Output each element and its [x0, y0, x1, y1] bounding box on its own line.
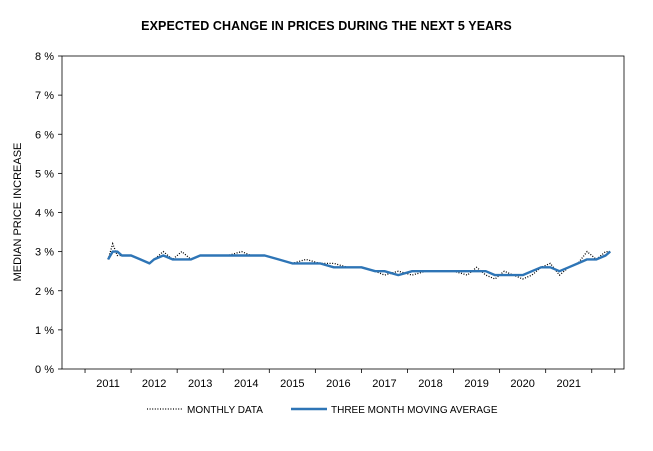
y-tick-label: 4 %	[35, 208, 54, 220]
y-axis: 0 % 1 % 2 % 3 % 4 % 5 % 6 % 7 % 8 %	[35, 51, 62, 376]
x-tick-label: 2013	[188, 378, 212, 390]
x-tick-label: 2014	[234, 378, 258, 390]
x-tick-label: 2020	[510, 378, 534, 390]
x-tick-label: 2011	[96, 378, 120, 390]
x-tick-label: 2021	[556, 378, 580, 390]
x-tick-label: 2016	[326, 378, 350, 390]
y-tick-label: 6 %	[35, 129, 54, 141]
plot-area	[61, 55, 625, 370]
x-tick-label: 2019	[464, 378, 488, 390]
y-tick-label: 0 %	[35, 364, 54, 376]
legend-label-average: THREE MONTH MOVING AVERAGE	[331, 405, 498, 416]
legend-label-monthly: MONTHLY DATA	[187, 405, 263, 416]
y-tick-label: 8 %	[35, 51, 54, 63]
series-monthly-data	[107, 241, 611, 280]
series-moving-average	[107, 250, 611, 277]
legend: MONTHLY DATA THREE MONTH MOVING AVERAGE	[147, 405, 498, 416]
x-tick-label: 2015	[280, 378, 304, 390]
chart-title: EXPECTED CHANGE IN PRICES DURING THE NEX…	[141, 19, 512, 33]
y-tick-label: 3 %	[35, 247, 54, 259]
y-tick-label: 5 %	[35, 168, 54, 180]
y-tick-label: 7 %	[35, 90, 54, 102]
x-tick-label: 2018	[418, 378, 442, 390]
y-tick-label: 2 %	[35, 286, 54, 298]
x-tick-label: 2017	[372, 378, 396, 390]
x-tick-label: 2012	[142, 378, 166, 390]
y-tick-label: 1 %	[35, 325, 54, 337]
series-layer	[107, 241, 611, 280]
x-axis: 2011 2012 2013 2014 2015 2016 2017 2018 2019 2020…	[84, 369, 616, 390]
